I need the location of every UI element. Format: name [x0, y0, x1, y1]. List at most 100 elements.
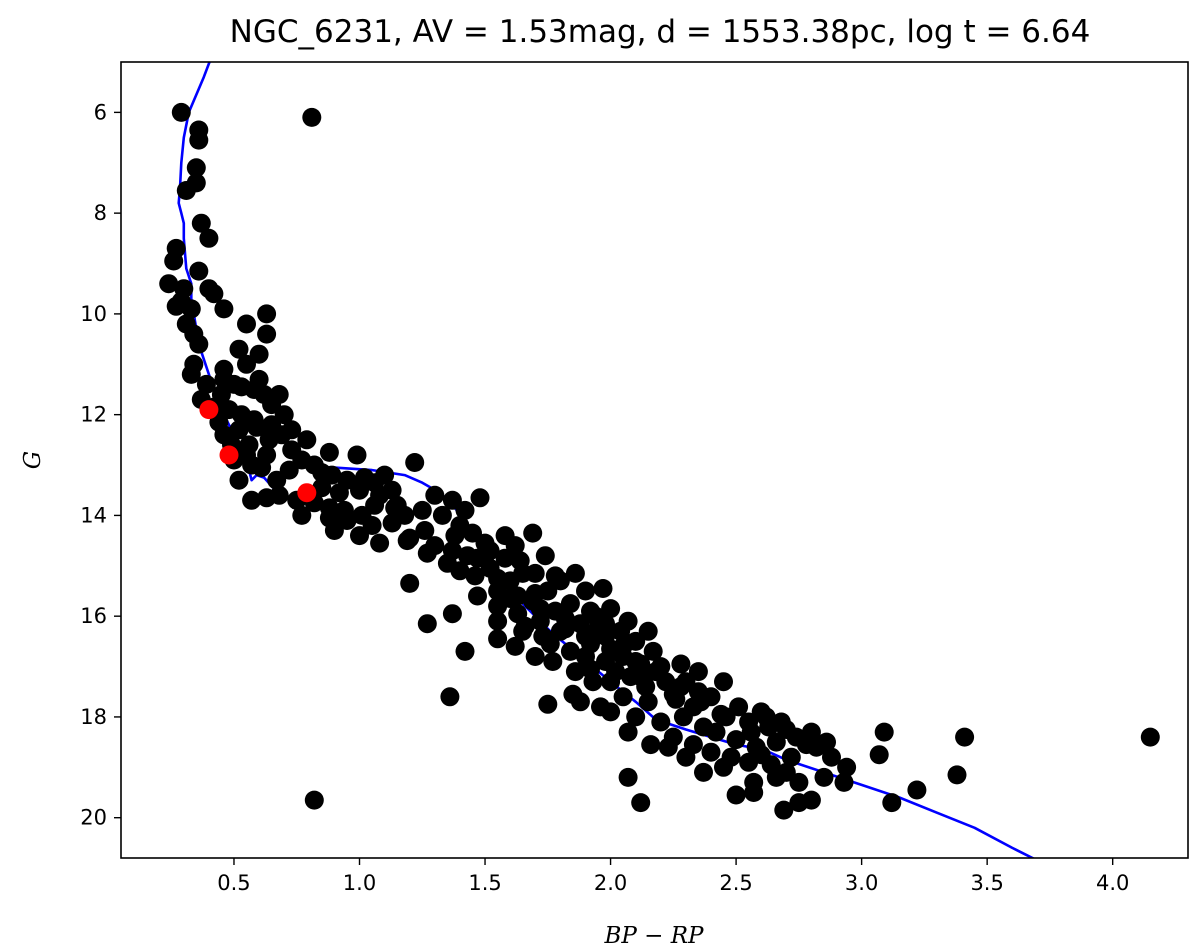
member-point-170	[570, 692, 590, 712]
member-point-239	[555, 619, 575, 639]
member-point-215	[874, 722, 894, 742]
member-point-267	[495, 526, 515, 546]
member-point-238	[530, 599, 550, 619]
member-point-235	[468, 548, 487, 568]
x-tick-label: 3.0	[845, 871, 878, 895]
member-point-92	[400, 528, 420, 548]
member-point-174	[673, 707, 693, 727]
member-point-133	[593, 579, 613, 598]
x-tick-label: 2.5	[719, 871, 752, 895]
member-point-173	[651, 712, 671, 732]
member-point-88	[415, 521, 435, 540]
x-tick-label: 1.5	[468, 871, 501, 895]
member-point-68	[329, 483, 349, 503]
member-point-183	[726, 730, 746, 750]
member-point-172	[626, 707, 646, 727]
member-point-258	[252, 458, 272, 478]
member-point-178	[618, 722, 638, 742]
x-tick-label: 0.5	[217, 871, 250, 895]
member-point-67	[312, 478, 332, 498]
member-point-253	[269, 385, 289, 404]
member-point-73	[242, 490, 262, 510]
member-point-142	[525, 647, 545, 666]
member-point-278	[771, 712, 791, 732]
member-point-71	[382, 480, 402, 500]
member-point-0	[171, 102, 191, 122]
x-axis-label: BP − RP	[603, 923, 704, 949]
member-point-12	[159, 274, 179, 294]
member-point-26	[229, 339, 249, 359]
member-point-224	[540, 634, 560, 654]
member-point-96	[432, 505, 452, 525]
member-point-216	[907, 780, 927, 800]
x-tick-label: 3.5	[970, 871, 1003, 895]
member-point-281	[751, 745, 771, 765]
member-point-114	[442, 604, 462, 624]
member-point-117	[417, 614, 437, 634]
member-point-254	[274, 405, 294, 425]
member-point-207	[726, 785, 746, 805]
member-point-44	[229, 420, 249, 440]
member-point-105	[450, 561, 470, 581]
member-point-156	[583, 672, 603, 692]
points-layer	[159, 102, 1160, 820]
member-point-50	[282, 420, 302, 440]
member-point-60	[319, 442, 339, 462]
y-axis: 6 8 10 12 14 16 18 20	[80, 100, 121, 830]
member-point-3	[189, 130, 209, 150]
member-point-241	[601, 639, 621, 659]
member-point-212	[618, 767, 638, 787]
member-point-149	[643, 641, 663, 661]
y-tick-label: 6	[94, 100, 107, 124]
member-point-116	[440, 687, 460, 707]
member-point-25	[189, 334, 209, 354]
member-point-115	[455, 641, 475, 661]
member-point-89	[324, 521, 344, 540]
member-point-259	[267, 470, 287, 490]
member-point-127	[565, 563, 585, 583]
member-point-277	[751, 702, 771, 722]
member-point-268	[510, 551, 530, 571]
member-point-90	[350, 526, 369, 546]
member-point-264	[395, 505, 415, 525]
member-point-150	[565, 662, 585, 682]
member-point-82	[292, 505, 312, 525]
plot-area	[120, 61, 1189, 859]
member-point-49	[259, 430, 279, 450]
member-point-265	[455, 500, 475, 520]
member-point-217	[882, 793, 902, 813]
member-point-186	[658, 737, 678, 757]
member-point-270	[545, 566, 565, 586]
member-point-223	[513, 621, 533, 641]
member-point-134	[488, 629, 508, 649]
member-point-6	[176, 181, 196, 200]
member-point-205	[814, 767, 834, 787]
member-point-32	[196, 374, 216, 394]
member-point-113	[417, 543, 437, 563]
member-point-10	[164, 251, 184, 271]
member-point-269	[525, 563, 545, 583]
member-point-274	[671, 654, 691, 674]
member-point-18	[166, 296, 186, 316]
member-point-244	[671, 677, 691, 697]
member-point-61	[347, 445, 367, 465]
member-point-30	[237, 354, 256, 374]
member-point-31	[181, 364, 201, 384]
x-axis: 0.5 1.0 1.5 2.0 2.5 3.0 3.5 4.0	[217, 858, 1129, 895]
member-point-21	[214, 299, 234, 319]
member-point-282	[776, 762, 796, 782]
member-point-245	[691, 692, 711, 712]
member-point-93	[425, 485, 445, 505]
member-point-276	[714, 672, 733, 692]
member-point-144	[560, 641, 580, 661]
member-point-135	[505, 636, 525, 656]
member-point-51	[297, 430, 317, 450]
y-tick-label: 18	[80, 705, 107, 729]
member-point-251	[224, 374, 244, 394]
member-point-110	[523, 523, 543, 543]
member-point-211	[801, 790, 821, 810]
member-point-242	[626, 652, 646, 671]
member-point-1	[302, 107, 322, 127]
member-point-226	[606, 662, 626, 682]
